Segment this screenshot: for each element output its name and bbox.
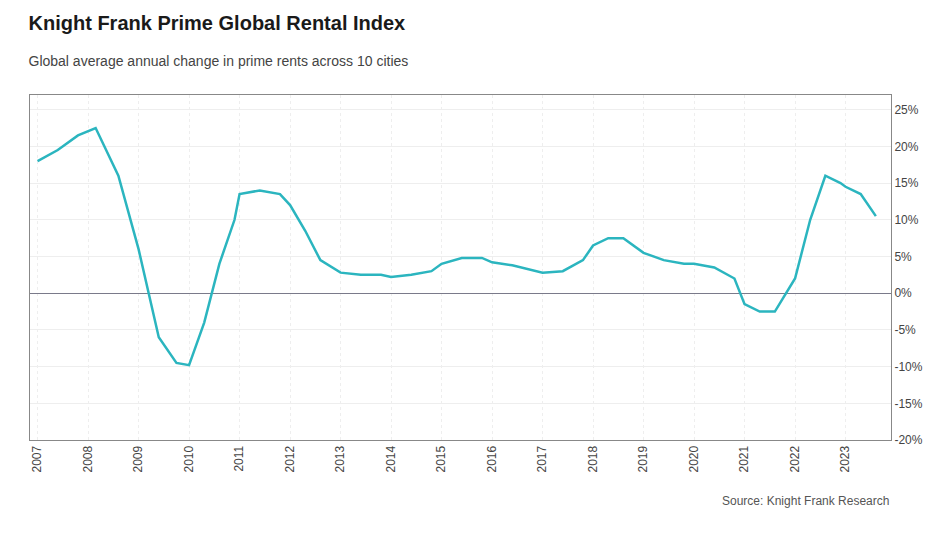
svg-text:0%: 0% — [894, 286, 912, 300]
svg-text:2012: 2012 — [283, 445, 297, 472]
svg-text:2023: 2023 — [838, 445, 852, 472]
svg-text:Global average annual change i: Global average annual change in prime re… — [29, 53, 409, 69]
svg-text:5%: 5% — [894, 250, 912, 264]
svg-text:2014: 2014 — [384, 445, 398, 472]
svg-text:2013: 2013 — [333, 445, 347, 472]
svg-text:2010: 2010 — [182, 445, 196, 472]
svg-text:20%: 20% — [894, 140, 918, 154]
svg-text:2015: 2015 — [434, 445, 448, 472]
svg-text:2008: 2008 — [81, 445, 95, 472]
svg-text:-5%: -5% — [894, 323, 916, 337]
svg-text:-20%: -20% — [894, 433, 922, 447]
svg-text:Source: Knight Frank Research: Source: Knight Frank Research — [722, 494, 889, 508]
svg-text:2017: 2017 — [535, 445, 549, 472]
svg-text:Knight Frank Prime Global Rent: Knight Frank Prime Global Rental Index — [29, 12, 406, 34]
svg-text:2022: 2022 — [788, 445, 802, 472]
svg-text:2020: 2020 — [687, 445, 701, 472]
svg-text:-10%: -10% — [894, 360, 922, 374]
svg-text:2011: 2011 — [232, 445, 246, 471]
svg-text:25%: 25% — [894, 103, 918, 117]
svg-text:2019: 2019 — [636, 445, 650, 472]
svg-text:-15%: -15% — [894, 397, 922, 411]
svg-text:15%: 15% — [894, 176, 918, 190]
svg-text:2016: 2016 — [485, 445, 499, 472]
svg-text:2021: 2021 — [737, 445, 751, 472]
svg-text:2018: 2018 — [586, 445, 600, 472]
svg-text:10%: 10% — [894, 213, 918, 227]
svg-text:2009: 2009 — [131, 445, 145, 472]
svg-text:2007: 2007 — [30, 445, 44, 472]
